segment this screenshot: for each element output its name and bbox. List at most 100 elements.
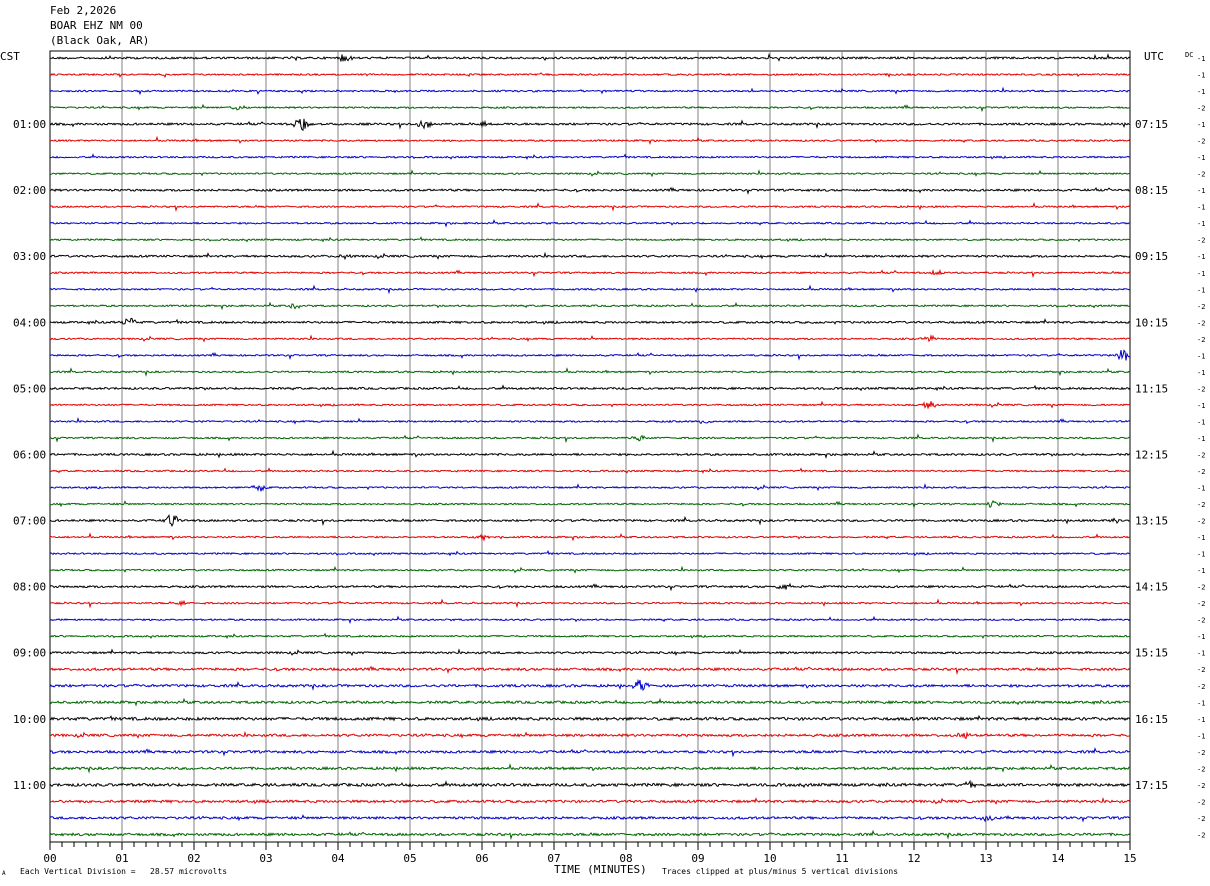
seismic-trace [49,52,1131,62]
dc-offset-label: -2 [1197,171,1205,179]
seismic-trace [49,169,1131,178]
right-hour-label: 16:15 [1135,713,1168,726]
dc-offset-label: -1 [1197,72,1205,80]
seismic-trace [49,349,1131,361]
x-tick-label: 15 [1123,852,1136,865]
clip-note: Traces clipped at plus/minus 5 vertical … [662,867,899,876]
seismic-trace [49,550,1131,557]
seismic-trace [49,317,1131,326]
scale-note: Each Vertical Division = 28.57 microvolt… [20,867,228,876]
dc-offset-label: -1 [1197,435,1205,443]
seismic-trace [49,72,1131,79]
seismic-trace [49,513,1131,528]
seismic-trace [49,153,1131,160]
dc-offset-label: -1 [1197,253,1205,261]
right-hour-label: 10:15 [1135,316,1168,329]
seismic-trace [49,236,1131,243]
seismic-trace [49,697,1131,707]
x-tick-label: 14 [1051,852,1065,865]
x-tick-label: 06 [475,852,488,865]
dc-offset-label: -1 [1197,650,1205,658]
seismic-trace [49,730,1131,740]
seismic-trace [49,829,1131,841]
dc-offset-label: -2 [1197,319,1205,327]
dc-offset-label: -2 [1197,683,1205,691]
seismic-trace [49,135,1131,145]
dc-offset-label: -2 [1197,451,1205,459]
dc-offset-label: -2 [1197,782,1205,790]
seismic-trace [49,632,1131,639]
right-hour-label: 12:15 [1135,448,1168,461]
dc-offset-label: -1 [1197,55,1205,63]
left-hour-label: 03:00 [13,250,46,263]
dc-offset-label: -2 [1197,518,1205,526]
seismic-trace [49,268,1131,279]
x-tick-label: 11 [835,852,848,865]
seismic-trace [49,665,1131,676]
seismic-trace [49,186,1131,195]
right-hour-label: 07:15 [1135,118,1168,131]
seismic-trace [49,219,1131,228]
x-tick-label: 08 [619,852,632,865]
dc-offset-label: -2 [1197,600,1205,608]
dc-offset-label: -2 [1197,105,1205,113]
seismic-trace [49,86,1131,96]
dc-offset-label: -1 [1197,699,1205,707]
dc-offset-label: -2 [1197,468,1205,476]
dc-offset-label: -1 [1197,270,1205,278]
right-hour-label: 13:15 [1135,515,1168,528]
left-timezone-label: CST [0,50,20,63]
x-tick-label: 04 [331,852,345,865]
seismic-trace [49,814,1131,823]
dc-offset-label: -1 [1197,402,1205,410]
right-hour-label: 15:15 [1135,647,1168,660]
seismic-trace [49,565,1131,574]
dc-offset-label: -1 [1197,551,1205,559]
seismic-trace [49,532,1131,542]
dc-offset-label: -2 [1197,501,1205,509]
seismic-trace [49,615,1131,625]
left-hour-label: 08:00 [13,581,46,594]
seismic-trace [49,400,1131,409]
dc-offset-label: -1 [1197,204,1205,212]
dc-offset-label: -2 [1197,798,1205,806]
seismic-trace [49,582,1131,592]
seismic-trace [49,467,1131,474]
dc-offset-label: -1 [1197,352,1205,360]
x-tick-label: 13 [979,852,992,865]
x-tick-label: 00 [43,852,56,865]
left-hour-label: 11:00 [13,779,46,792]
plot-frame [49,50,1131,843]
seismic-trace [49,284,1131,295]
dc-header-label: DC [1185,51,1193,59]
seismic-trace [49,118,1131,132]
seismic-trace [49,648,1131,657]
seismic-trace [49,251,1131,261]
seismic-trace [49,433,1131,444]
dc-offset-label: -2 [1197,666,1205,674]
dc-offset-label: -2 [1197,138,1205,146]
seismic-trace [49,779,1131,789]
right-hour-label: 14:15 [1135,581,1168,594]
seismic-trace [49,714,1131,722]
dc-offset-label: -1 [1197,567,1205,575]
seismic-trace [49,598,1131,609]
dc-offset-label: -1 [1197,485,1205,493]
seismic-trace [49,103,1131,113]
left-hour-label: 02:00 [13,184,46,197]
dc-offset-label: -2 [1197,385,1205,393]
dc-offset-label: -1 [1197,633,1205,641]
dc-offset-label: -1 [1197,716,1205,724]
seismic-trace [49,678,1131,691]
x-tick-label: 10 [763,852,776,865]
header-date: Feb 2,2026 [50,4,117,17]
header-location: (Black Oak, AR) [50,34,150,47]
left-hour-label: 04:00 [13,316,46,329]
seismic-trace [49,334,1131,343]
seismic-trace [49,763,1131,774]
seismic-trace [49,483,1131,492]
seismic-trace [49,747,1131,758]
dc-offset-label: -1 [1197,418,1205,426]
x-tick-label: 03 [259,852,272,865]
